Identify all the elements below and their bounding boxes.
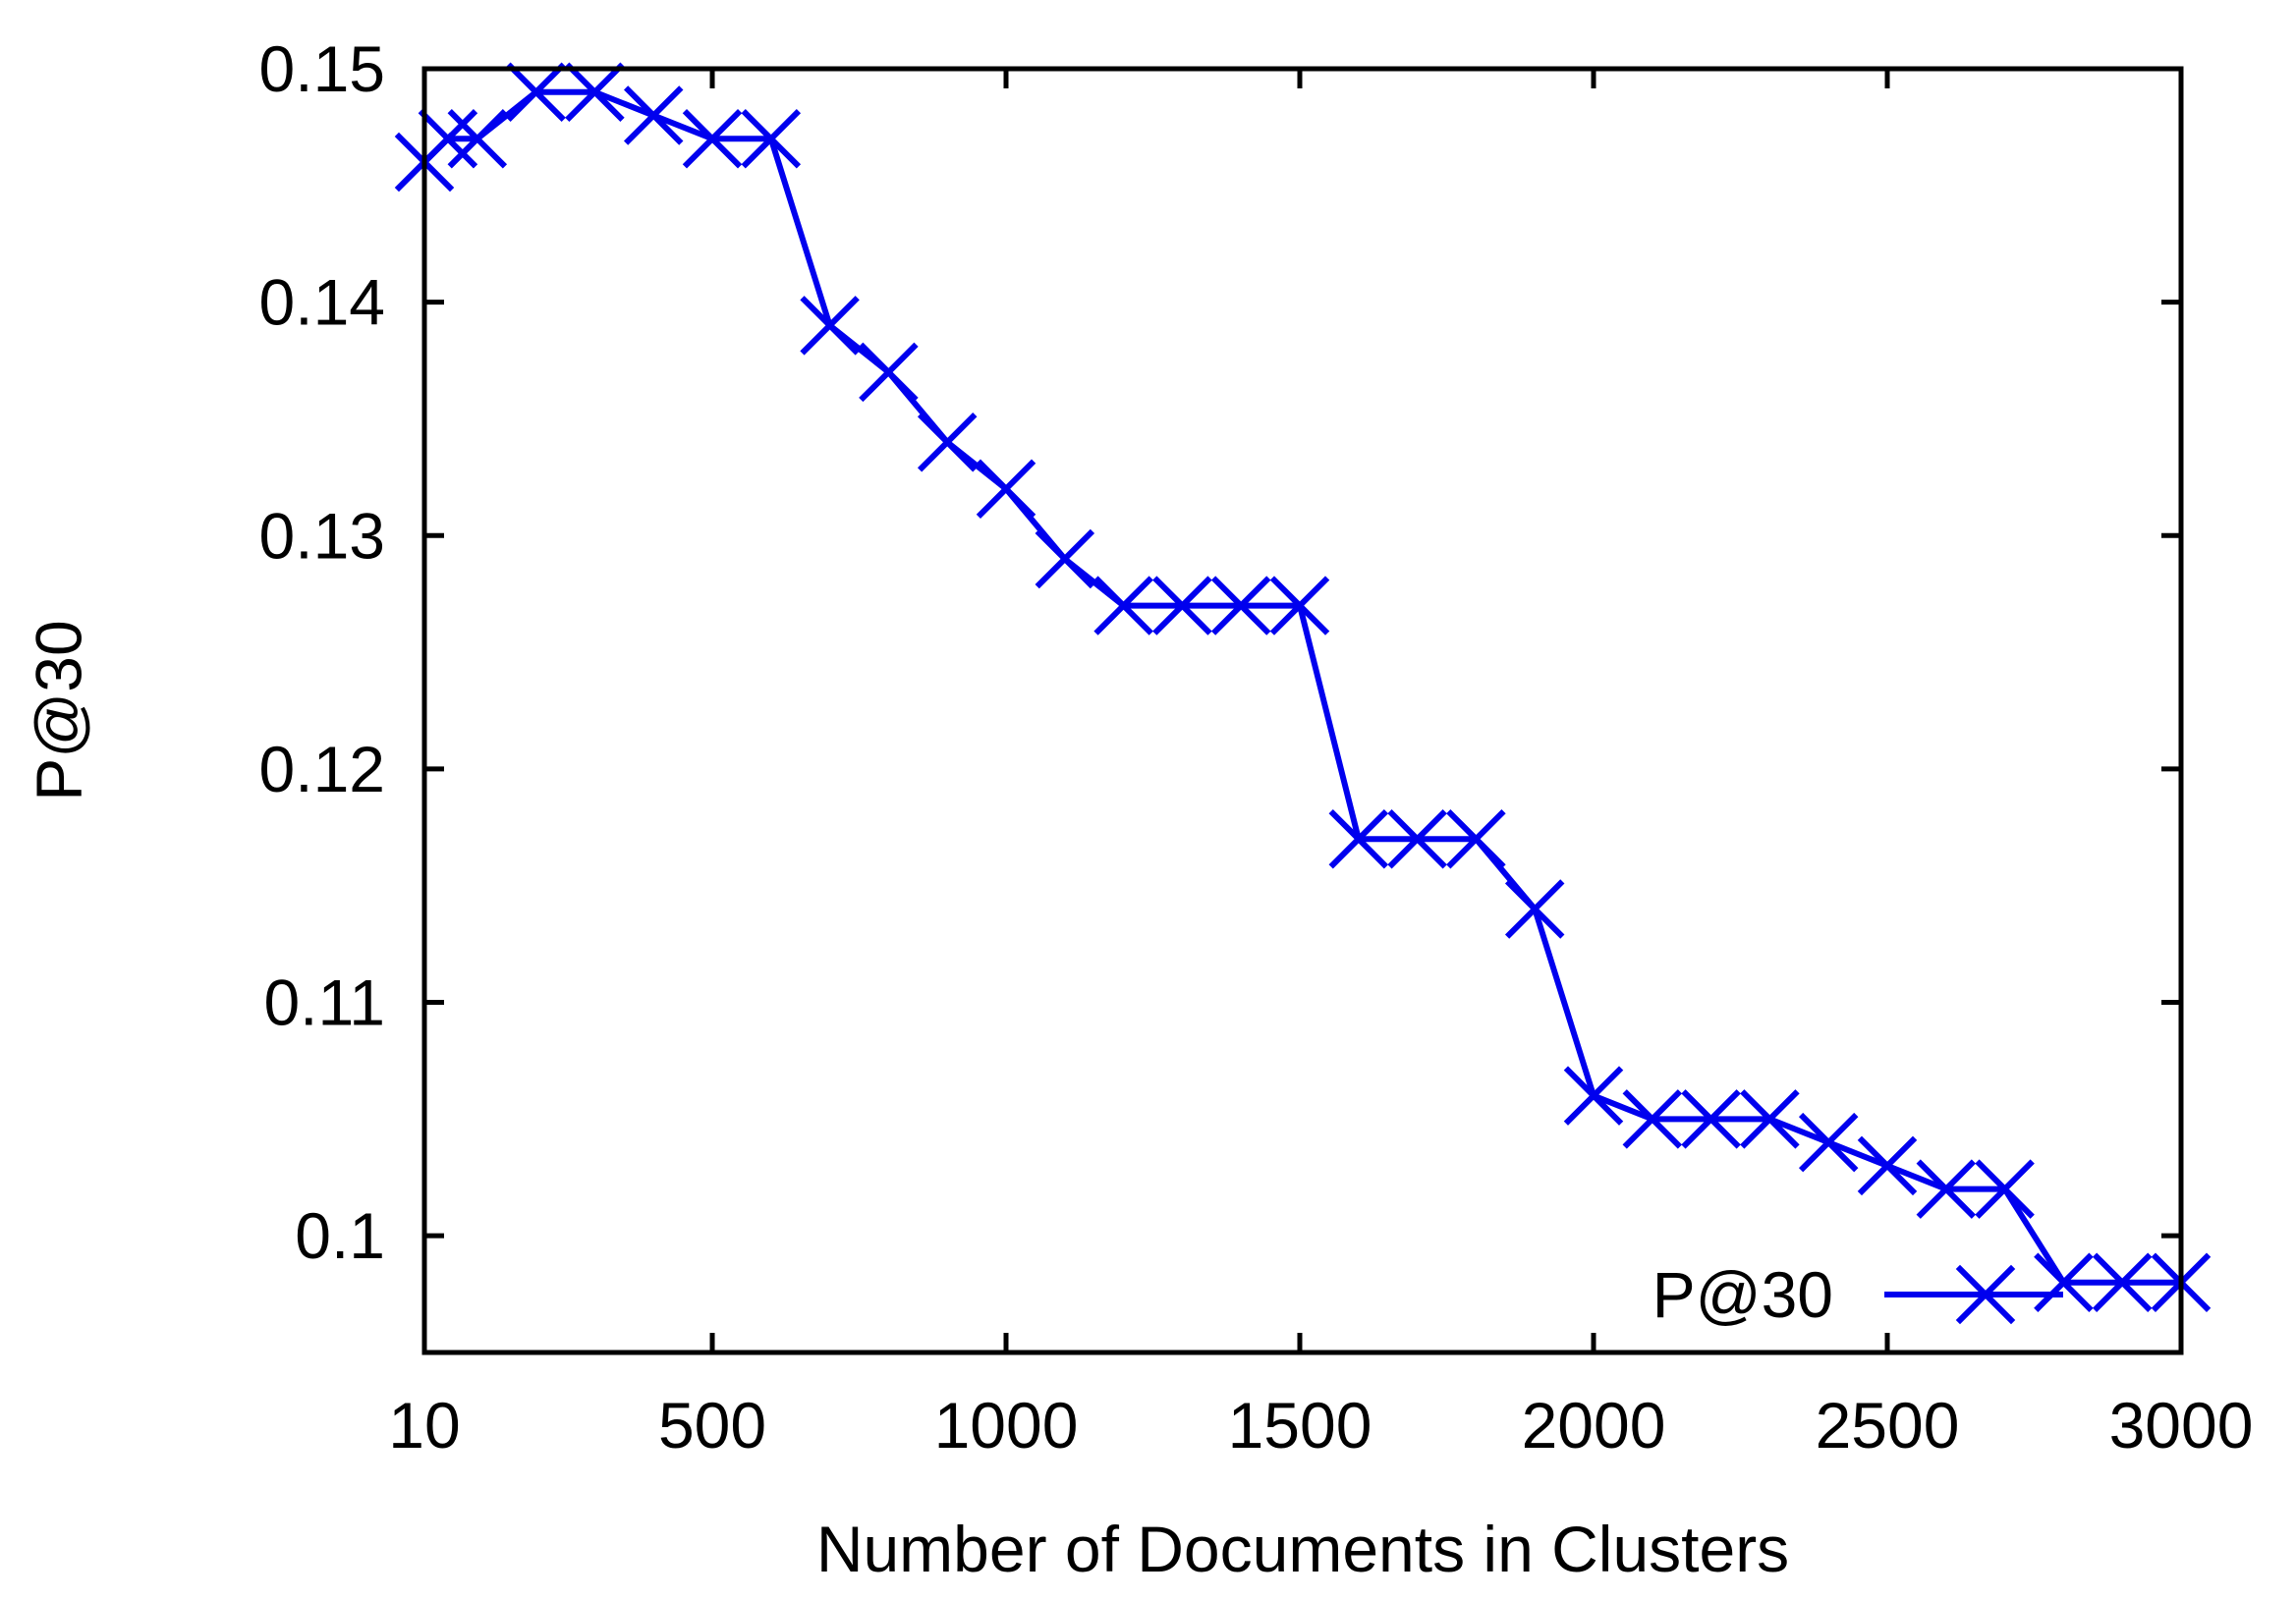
data-point-marker: [1093, 576, 1153, 635]
x-tick-label: 1500: [1228, 1389, 1372, 1462]
data-point-marker: [1798, 1112, 1859, 1173]
data-point-marker: [1916, 1159, 1977, 1219]
data-point-marker: [1681, 1089, 1741, 1149]
data-point-marker: [1446, 808, 1506, 869]
data-point-marker: [859, 342, 919, 403]
data-point-marker: [1740, 1089, 1800, 1149]
legend: P@30: [1652, 1258, 2063, 1331]
y-axis-title: P@30: [22, 620, 94, 800]
data-point-marker: [741, 109, 802, 169]
data-point-marker: [1152, 576, 1212, 635]
y-tick-label: 0.13: [259, 499, 385, 572]
y-tick-label: 0.1: [295, 1199, 385, 1272]
x-tick-label: 500: [658, 1389, 766, 1462]
data-point-marker: [682, 109, 743, 169]
data-point-marker: [1035, 528, 1095, 589]
x-tick-label: 10: [388, 1389, 460, 1462]
y-tick-label: 0.12: [259, 733, 385, 805]
plot-frame: [421, 66, 2184, 1355]
data-point-marker: [506, 62, 566, 123]
y-tick-label: 0.15: [259, 32, 385, 105]
x-tick-label: 2000: [1522, 1389, 1666, 1462]
data-point-marker: [565, 62, 625, 123]
data-point-marker: [447, 109, 508, 169]
data-point-marker: [917, 412, 978, 472]
data-point-marker: [800, 296, 860, 356]
data-point-marker: [1328, 808, 1389, 869]
y-tick-label: 0.11: [263, 966, 385, 1039]
data-point-marker: [1387, 808, 1447, 869]
data-point-marker: [1857, 1135, 1918, 1196]
data-point-marker: [1563, 1066, 1624, 1126]
x-tick-label: 1000: [934, 1389, 1079, 1462]
legend-marker: [1955, 1264, 2016, 1325]
data-point-marker: [418, 109, 478, 169]
axis-ticks: [421, 66, 2184, 1352]
data-point-marker: [1269, 576, 1330, 635]
data-point-marker: [1504, 879, 1565, 939]
data-point-marker: [2034, 1252, 2094, 1312]
data-point-marker: [976, 459, 1036, 519]
tick-labels: 10 500 1000 1500 2000 2500 3000 0.1 0.11 0.12 0.13…: [259, 32, 2254, 1462]
legend-label: P@30: [1652, 1258, 1833, 1331]
x-tick-label: 2500: [1816, 1389, 1960, 1462]
data-point-marker: [623, 85, 684, 145]
data-series: [394, 62, 2212, 1312]
data-point-marker: [1975, 1159, 2035, 1219]
x-axis-title: Number of Documents in Clusters: [816, 1513, 1789, 1585]
data-point-marker: [1622, 1089, 1683, 1149]
y-tick-label: 0.14: [259, 266, 385, 339]
data-point-marker: [2092, 1252, 2153, 1312]
x-tick-label: 3000: [2109, 1389, 2254, 1462]
data-point-marker: [1210, 576, 1271, 635]
series-line: [421, 88, 2181, 1286]
legend-marker-cross: [1955, 1264, 2016, 1325]
